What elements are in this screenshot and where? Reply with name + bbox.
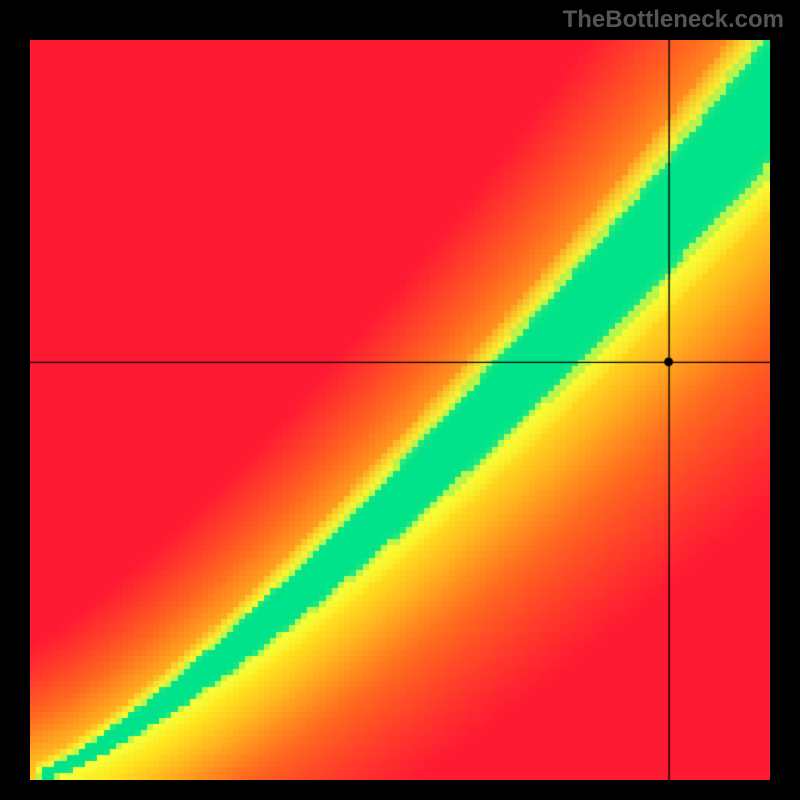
chart-container: TheBottleneck.com (0, 0, 800, 800)
bottleneck-heatmap (30, 40, 770, 780)
watermark-text: TheBottleneck.com (563, 6, 784, 34)
